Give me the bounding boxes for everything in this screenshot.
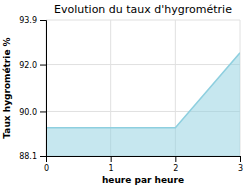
- tick-mark: [40, 111, 46, 112]
- tick-label: 2: [173, 164, 178, 173]
- tick: 2: [173, 156, 178, 173]
- x-axis: 0 1 2 3: [44, 156, 243, 173]
- grid: [46, 20, 240, 156]
- tick: 0: [44, 156, 49, 173]
- grid-line: [46, 20, 240, 21]
- tick-label: 1: [109, 164, 114, 173]
- grid-line: [46, 64, 240, 65]
- title: Evolution du taux d'hygrométrie: [54, 3, 232, 16]
- y-axis-title: Taux hygrométrie %: [2, 37, 12, 138]
- x-axis-title: heure par heure: [102, 175, 184, 185]
- tick-label: 90.0: [19, 108, 37, 117]
- tick-mark: [40, 65, 46, 66]
- area: [46, 53, 240, 156]
- tick-label: 0: [44, 164, 49, 173]
- tick: 1: [109, 156, 114, 173]
- tick: 93.9: [19, 16, 46, 25]
- tick: 90.0: [19, 108, 46, 117]
- tick-label: 88.1: [19, 152, 37, 161]
- tick-label: 3: [238, 164, 243, 173]
- y-axis: 88.1 90.0 92.0 93.9: [19, 16, 46, 161]
- tick-label: 92.0: [19, 61, 37, 70]
- tick-mark: [40, 156, 46, 157]
- line: [46, 53, 240, 128]
- tick: 3: [238, 156, 243, 173]
- marks: [46, 53, 240, 156]
- axis-line: [40, 21, 47, 157]
- tick-mark: [240, 156, 241, 162]
- chart: 0 1 2 3 88.1 90.0 92.0 93.9 Evolution du taux d'…: [0, 0, 250, 188]
- tick-label: 93.9: [19, 16, 37, 25]
- tick-mark: [111, 156, 112, 162]
- axis-line: [47, 157, 241, 163]
- tick: 92.0: [19, 61, 46, 70]
- tick-mark: [175, 156, 176, 162]
- tick-mark: [40, 20, 46, 21]
- tick: 88.1: [19, 152, 46, 161]
- plot: 0 1 2 3 88.1 90.0 92.0 93.9: [19, 16, 243, 173]
